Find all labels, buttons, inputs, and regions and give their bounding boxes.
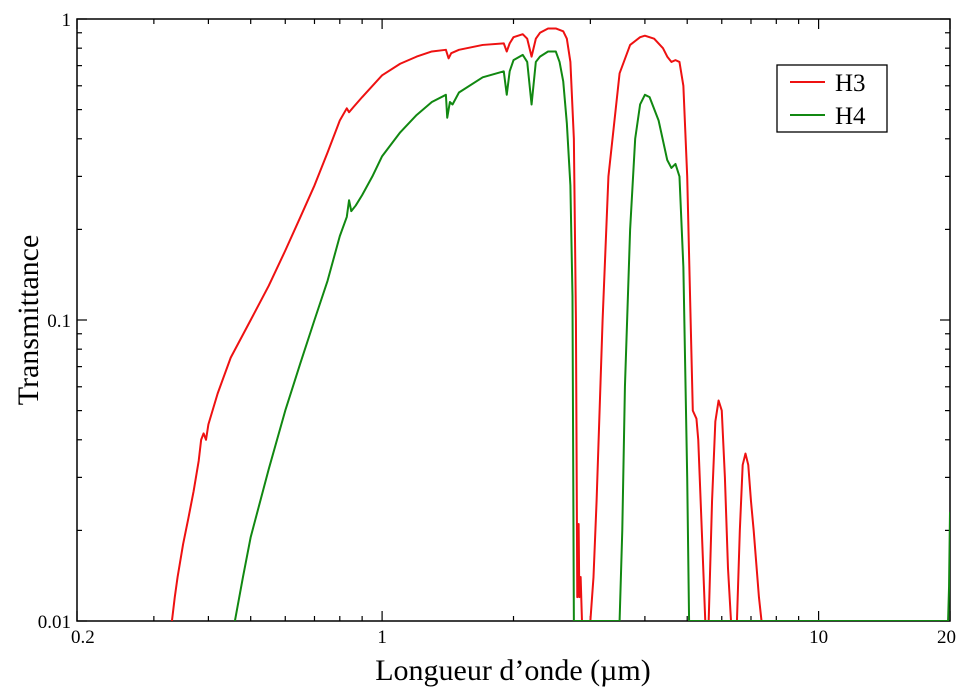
tick-labels: 0.2 1 10 20 0.01 0.1 1 xyxy=(38,10,956,648)
x-tick-label: 1 xyxy=(377,627,387,648)
y-tick-label: 1 xyxy=(62,10,72,31)
y-tick-label: 0.1 xyxy=(47,311,71,332)
axis-ticks xyxy=(76,18,951,622)
series-line-h4 xyxy=(233,50,950,621)
legend-label-h4: H4 xyxy=(835,103,866,130)
x-tick-label: 0.2 xyxy=(71,627,95,648)
series-group xyxy=(170,27,950,621)
legend-label-h3: H3 xyxy=(835,70,866,97)
x-tick-label: 20 xyxy=(937,627,956,648)
x-tick-label: 10 xyxy=(809,627,828,648)
series-line-h3 xyxy=(170,27,763,621)
legend: H3 H4 xyxy=(776,64,888,133)
y-axis-title: Transmittance xyxy=(12,235,45,406)
legend-box xyxy=(776,64,888,133)
y-tick-label: 0.01 xyxy=(38,612,71,633)
x-axis-title: Longueur d’onde (µm) xyxy=(375,654,651,687)
